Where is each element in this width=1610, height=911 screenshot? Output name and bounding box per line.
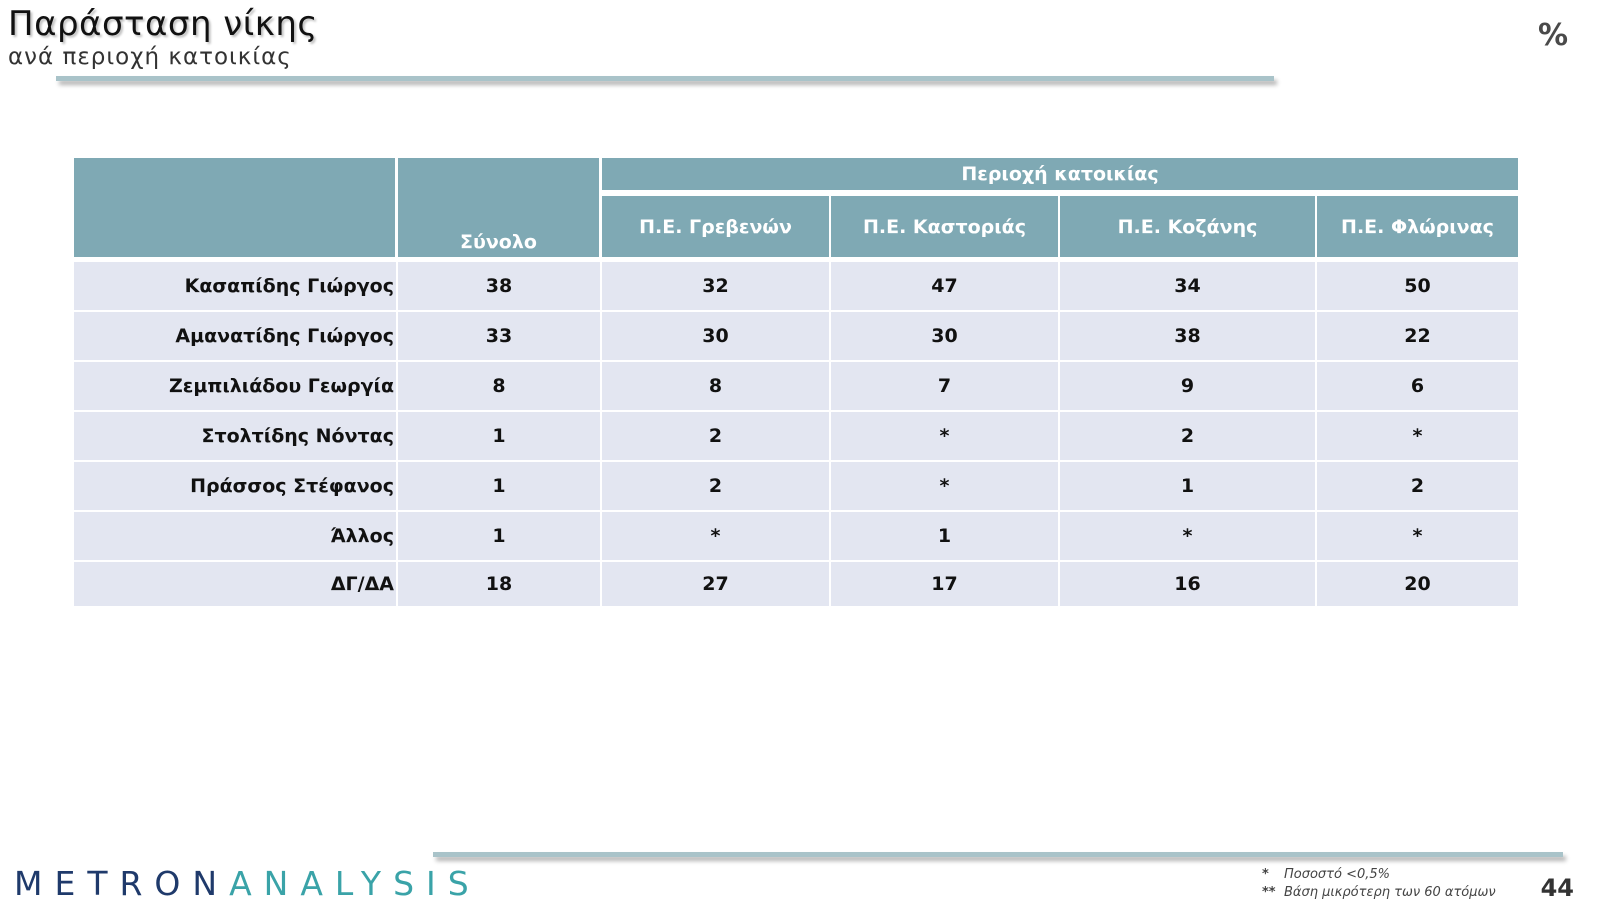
header-col-kozani: Π.Ε. Κοζάνης	[1060, 196, 1317, 257]
cell-florina: 20	[1317, 562, 1518, 606]
cell-total: 1	[398, 412, 602, 462]
header-blank-cell	[74, 158, 398, 257]
table-header-row: Σύνολο Περιοχή κατοικίας	[74, 158, 1518, 257]
cell-grevena: 8	[602, 362, 831, 412]
cell-kozani: 38	[1060, 312, 1317, 362]
cell-florina: *	[1317, 512, 1518, 562]
table-subheader-row: Π.Ε. Γρεβενών Π.Ε. Καστοριάς Π.Ε. Κοζάνη…	[74, 196, 1518, 257]
footer-rule	[433, 852, 1563, 857]
cell-total: 1	[398, 462, 602, 512]
header-group-region: Περιοχή κατοικίας	[602, 158, 1518, 196]
page-title: Παράσταση νίκης	[8, 4, 318, 44]
cell-kozani: 34	[1060, 257, 1317, 312]
footnote-1: * Ποσοστό <0,5%	[1262, 866, 1496, 884]
cell-grevena: 2	[602, 412, 831, 462]
cell-grevena: 2	[602, 462, 831, 512]
row-label: Κασαπίδης Γιώργος	[74, 257, 398, 312]
row-label: Άλλος	[74, 512, 398, 562]
page-number: 44	[1540, 874, 1574, 902]
row-label: Αμανατίδης Γιώργος	[74, 312, 398, 362]
footnote-1-text: Ποσοστό <0,5%	[1284, 867, 1390, 882]
cell-florina: 50	[1317, 257, 1518, 312]
title-underline	[56, 76, 1274, 81]
table-row: Πράσσος Στέφανος 1 2 * 1 2	[74, 462, 1518, 512]
cell-kozani: 1	[1060, 462, 1317, 512]
cell-florina: 6	[1317, 362, 1518, 412]
table-row: Αμανατίδης Γιώργος 33 30 30 38 22	[74, 312, 1518, 362]
footnote-2: ** Βάση μικρότερη των 60 ατόμων	[1262, 884, 1496, 902]
results-table: Σύνολο Περιοχή κατοικίας Π.Ε. Γρεβενών Π…	[74, 158, 1518, 606]
logo-analysis: ANALYSIS	[229, 864, 481, 903]
cell-kastoria: 30	[831, 312, 1060, 362]
footnote-2-text: Βάση μικρότερη των 60 ατόμων	[1284, 885, 1496, 900]
cell-florina: 2	[1317, 462, 1518, 512]
cell-total: 38	[398, 257, 602, 312]
cell-kastoria: 1	[831, 512, 1060, 562]
cell-grevena: 27	[602, 562, 831, 606]
cell-kastoria: 7	[831, 362, 1060, 412]
cell-kastoria: 17	[831, 562, 1060, 606]
footnote-2-marker: **	[1262, 885, 1276, 900]
table-row: Ζεμπιλιάδου Γεωργία 8 8 7 9 6	[74, 362, 1518, 412]
header-col-florina: Π.Ε. Φλώρινας	[1317, 196, 1518, 257]
row-label: Στολτίδης Νόντας	[74, 412, 398, 462]
cell-grevena: *	[602, 512, 831, 562]
table-row: Άλλος 1 * 1 * *	[74, 512, 1518, 562]
row-label: Ζεμπιλιάδου Γεωργία	[74, 362, 398, 412]
cell-kozani: *	[1060, 512, 1317, 562]
cell-kastoria: *	[831, 412, 1060, 462]
company-logo: METRONANALYSIS	[14, 864, 481, 903]
cell-grevena: 30	[602, 312, 831, 362]
cell-total: 1	[398, 512, 602, 562]
header-col-grevena: Π.Ε. Γρεβενών	[602, 196, 831, 257]
unit-label: %	[1537, 18, 1568, 53]
table-row: ΔΓ/ΔΑ 18 27 17 16 20	[74, 562, 1518, 606]
cell-florina: 22	[1317, 312, 1518, 362]
cell-grevena: 32	[602, 257, 831, 312]
cell-kozani: 9	[1060, 362, 1317, 412]
table-row: Κασαπίδης Γιώργος 38 32 47 34 50	[74, 257, 1518, 312]
page-subtitle: ανά περιοχή κατοικίας	[8, 44, 292, 70]
cell-kozani: 16	[1060, 562, 1317, 606]
header-col-kastoria: Π.Ε. Καστοριάς	[831, 196, 1060, 257]
cell-kastoria: *	[831, 462, 1060, 512]
row-label: ΔΓ/ΔΑ	[74, 562, 398, 606]
table-row: Στολτίδης Νόντας 1 2 * 2 *	[74, 412, 1518, 462]
logo-metron: METRON	[14, 864, 230, 903]
cell-florina: *	[1317, 412, 1518, 462]
cell-kastoria: 47	[831, 257, 1060, 312]
cell-kozani: 2	[1060, 412, 1317, 462]
cell-total: 33	[398, 312, 602, 362]
row-label: Πράσσος Στέφανος	[74, 462, 398, 512]
cell-total: 8	[398, 362, 602, 412]
footnotes: * Ποσοστό <0,5% ** Βάση μικρότερη των 60 α…	[1262, 866, 1496, 902]
footnote-1-marker: *	[1262, 867, 1269, 882]
cell-total: 18	[398, 562, 602, 606]
header-total: Σύνολο	[398, 158, 602, 257]
